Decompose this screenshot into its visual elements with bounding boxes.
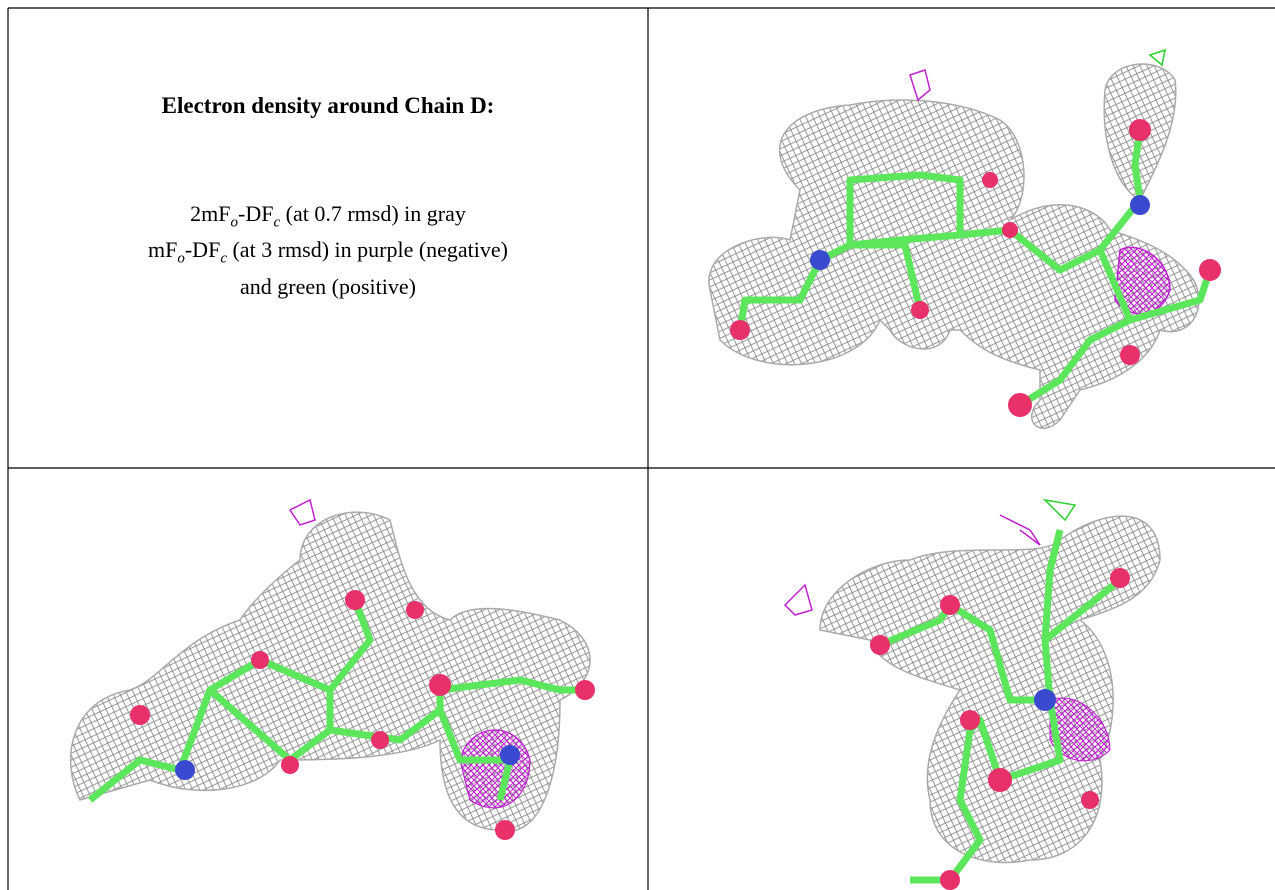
density-render-3 bbox=[785, 500, 1160, 890]
figure-table bbox=[0, 0, 1275, 890]
subscript: o bbox=[231, 214, 239, 230]
cell-title: Electron density around Chain D: bbox=[8, 93, 648, 119]
legend-line: and green (positive) bbox=[8, 273, 648, 301]
subscript: o bbox=[177, 251, 185, 267]
text-run: mF bbox=[148, 237, 177, 262]
page: Electron density around Chain D: 2mFo-DF… bbox=[0, 0, 1275, 890]
density-render-1 bbox=[709, 50, 1221, 428]
text-run: and green (positive) bbox=[240, 274, 416, 299]
legend-line: mFo-DFc (at 3 rmsd) in purple (negative) bbox=[8, 236, 648, 272]
density-render-2 bbox=[71, 500, 595, 840]
legend-line: 2mFo-DFc (at 0.7 rmsd) in gray bbox=[8, 200, 648, 236]
text-run: -DF bbox=[185, 237, 220, 262]
subscript: c bbox=[220, 251, 227, 267]
text-run: (at 3 rmsd) in purple (negative) bbox=[227, 237, 508, 262]
text-run: (at 0.7 rmsd) in gray bbox=[280, 201, 466, 226]
text-run: -DF bbox=[238, 201, 273, 226]
text-run: 2mF bbox=[190, 201, 230, 226]
